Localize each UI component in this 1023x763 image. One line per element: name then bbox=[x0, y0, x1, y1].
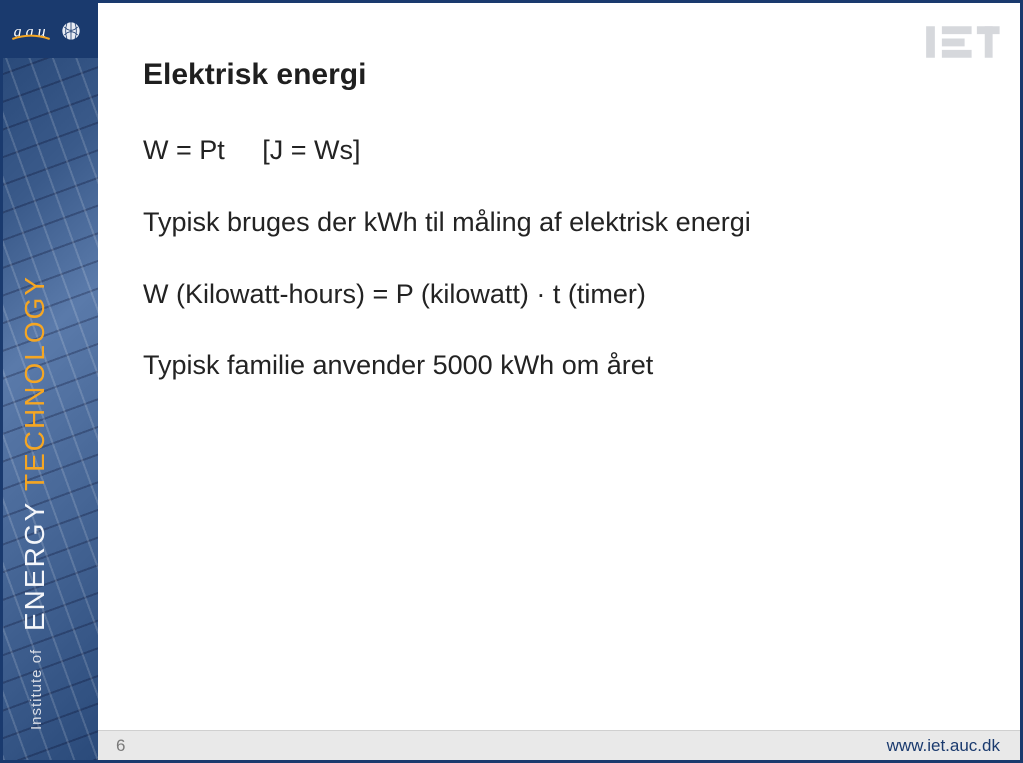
slide-title: Elektrisk energi bbox=[143, 58, 960, 92]
institute-prefix: Institute of bbox=[28, 649, 45, 730]
footer-sidebar-cap bbox=[3, 730, 98, 760]
aau-logo-icon: a a u bbox=[11, 16, 91, 46]
footer-url: www.iet.auc.dk bbox=[887, 736, 1000, 756]
institute-word-energy: ENERGY bbox=[19, 501, 50, 631]
body-line: Typisk familie anvender 5000 kWh om året bbox=[143, 349, 960, 383]
body-line: W = Pt [J = Ws] bbox=[143, 134, 960, 168]
sidebar: a a u Institute of ENERGY TECHNOLOGY bbox=[3, 3, 98, 760]
university-logo: a a u bbox=[3, 3, 98, 58]
slide: a a u Institute of ENERGY TECHNOLOGY bbox=[0, 0, 1023, 763]
institute-word-technology: TECHNOLOGY bbox=[19, 275, 50, 491]
body-line: W (Kilowatt-hours) = P (kilowatt) · t (t… bbox=[143, 278, 960, 312]
slide-content: Elektrisk energi W = Pt [J = Ws] Typisk … bbox=[143, 58, 960, 421]
svg-text:a: a bbox=[25, 23, 33, 40]
body-line: Typisk bruges der kWh til måling af elek… bbox=[143, 206, 960, 240]
footer: 6 www.iet.auc.dk bbox=[98, 730, 1020, 760]
page-number: 6 bbox=[116, 736, 125, 756]
slide-body: W = Pt [J = Ws] Typisk bruges der kWh ti… bbox=[143, 134, 960, 383]
